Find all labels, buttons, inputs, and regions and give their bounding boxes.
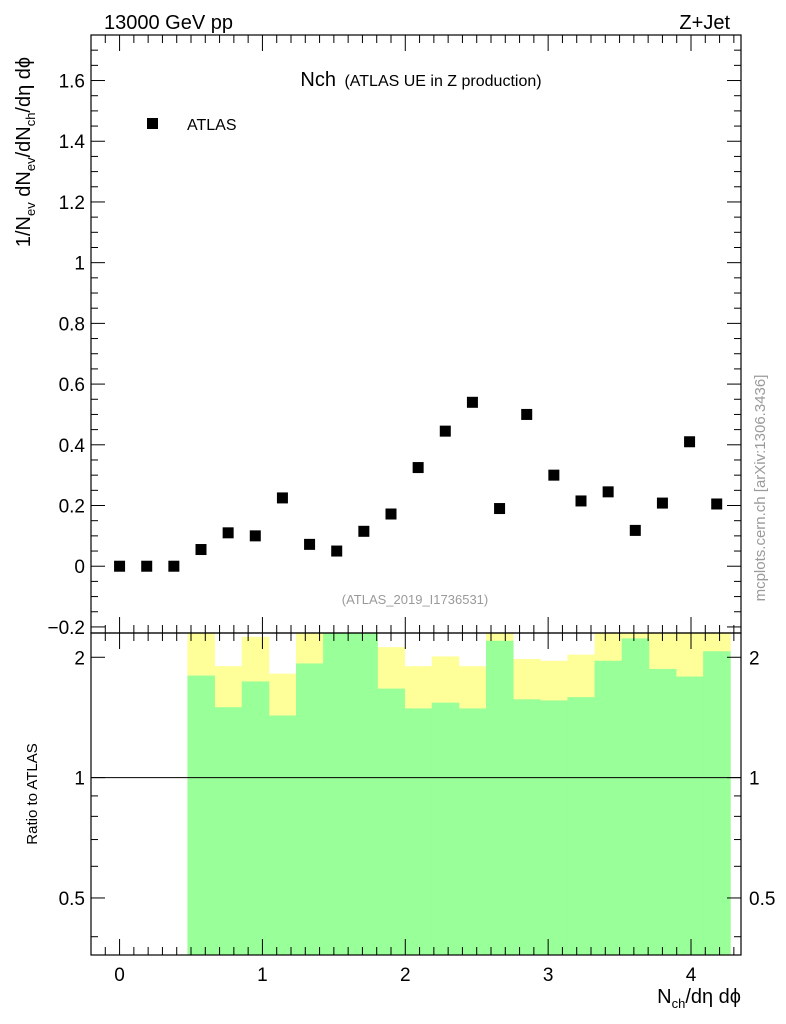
ratio-inner-band-bin bbox=[404, 708, 433, 955]
header-energy-label: 13000 GeV pp bbox=[104, 12, 233, 34]
ratio-inner-band-bin bbox=[567, 697, 595, 955]
plot-title-sub: (ATLAS UE in Z production) bbox=[344, 73, 541, 90]
analysis-id-label: (ATLAS_2019_I1736531) bbox=[342, 592, 488, 607]
ratio-inner-band-bin bbox=[350, 633, 378, 955]
ratio-inner-band-bin bbox=[377, 688, 405, 955]
atlas-data-point bbox=[304, 538, 316, 550]
main-y-tick-label: 0 bbox=[74, 557, 85, 578]
ratio-inner-band-bin bbox=[431, 702, 460, 955]
atlas-data-point bbox=[222, 527, 234, 539]
x-tick-label: 4 bbox=[686, 965, 697, 986]
plot-title-main: Nch bbox=[300, 69, 336, 91]
ratio-inner-band-bin bbox=[458, 708, 487, 955]
main-axis-ticks: −0.2 0 0.2 0.4 0.6 0.8 1 1.2 1.4 1.6 bbox=[47, 34, 741, 639]
atlas-data-point bbox=[195, 544, 207, 556]
main-y-tick-label: −0.2 bbox=[47, 618, 85, 639]
ratio-inner-band-bin bbox=[268, 715, 297, 955]
x-axis-label: Nch/dη dϕ bbox=[657, 986, 741, 1011]
atlas-data-point bbox=[439, 425, 451, 437]
plot-title: Nch (ATLAS UE in Z production) bbox=[300, 69, 541, 91]
ratio-inner-band-bin bbox=[486, 640, 514, 955]
atlas-data-point bbox=[521, 408, 533, 420]
ratio-inner-band-bin bbox=[621, 638, 650, 955]
main-y-tick-label: 1.6 bbox=[59, 72, 85, 93]
ratio-inner-band-bin bbox=[187, 675, 215, 955]
ratio-inner-band-bin bbox=[296, 663, 324, 955]
ratio-y-axis-label: Ratio to ATLAS bbox=[24, 743, 41, 844]
atlas-data-point bbox=[656, 497, 668, 509]
ratio-y-tick-label-left: 2 bbox=[74, 648, 85, 669]
ratio-y-tick-label-left: 1 bbox=[74, 769, 85, 790]
atlas-data-point bbox=[276, 492, 288, 504]
atlas-data-point bbox=[602, 486, 614, 498]
ratio-bands bbox=[187, 633, 731, 955]
ratio-y-tick-label-right: 0.5 bbox=[749, 889, 775, 910]
main-y-tick-label: 0.4 bbox=[59, 436, 86, 457]
ratio-inner-band-bin bbox=[648, 668, 677, 955]
ratio-inner-band-bin bbox=[540, 700, 568, 955]
ratio-inner-band-bin bbox=[703, 651, 731, 955]
atlas-data-point bbox=[711, 498, 723, 510]
atlas-data-point bbox=[548, 469, 560, 481]
atlas-data-point bbox=[385, 508, 397, 520]
main-y-tick-label: 0.6 bbox=[59, 375, 85, 396]
atlas-data-point bbox=[141, 560, 153, 572]
ratio-plot-frame bbox=[90, 632, 742, 956]
ratio-inner-band-bin bbox=[513, 699, 541, 955]
main-data-points bbox=[114, 396, 723, 572]
main-y-tick-label: 1 bbox=[74, 254, 85, 275]
ratio-inner-band-bin bbox=[241, 681, 270, 955]
ratio-y-tick-label-right: 1 bbox=[749, 769, 760, 790]
ratio-axis-ticks: 0.5 0.5 1 1 2 2 0 1 2 3 4 bbox=[59, 633, 775, 986]
x-tick-label: 3 bbox=[543, 965, 554, 986]
main-y-axis-label: 1/Nev dNev/dNch/dη dϕ bbox=[13, 57, 38, 247]
legend-marker-atlas bbox=[147, 118, 158, 129]
atlas-data-point bbox=[629, 524, 641, 536]
atlas-data-point bbox=[331, 545, 343, 557]
x-tick-label: 2 bbox=[400, 965, 411, 986]
ratio-y-tick-label-right: 2 bbox=[749, 648, 760, 669]
main-y-tick-label: 1.2 bbox=[59, 193, 85, 214]
atlas-data-point bbox=[684, 436, 696, 448]
main-y-tick-label: 0.2 bbox=[59, 497, 85, 518]
ratio-inner-band-bin bbox=[323, 633, 351, 955]
ratio-inner-band-bin bbox=[214, 707, 243, 955]
atlas-data-point bbox=[494, 503, 506, 515]
ratio-y-tick-label-left: 0.5 bbox=[59, 889, 85, 910]
main-y-tick-label: 1.4 bbox=[59, 132, 86, 153]
ratio-inner-band-bin bbox=[676, 676, 704, 955]
ratio-inner-band-bin bbox=[594, 660, 623, 955]
atlas-data-point bbox=[168, 560, 180, 572]
atlas-data-point bbox=[575, 495, 587, 507]
atlas-data-point bbox=[114, 560, 126, 572]
header-process-label: Z+Jet bbox=[679, 12, 730, 34]
main-y-tick-label: 0.8 bbox=[59, 314, 85, 335]
x-tick-label: 1 bbox=[257, 965, 268, 986]
atlas-data-point bbox=[466, 396, 478, 408]
legend-label-atlas: ATLAS bbox=[187, 117, 237, 134]
x-tick-label: 0 bbox=[114, 965, 125, 986]
atlas-data-point bbox=[358, 525, 370, 537]
atlas-data-point bbox=[412, 462, 424, 474]
atlas-data-point bbox=[249, 530, 261, 542]
watermark-label: mcplots.cern.ch [arXiv:1306.3436] bbox=[752, 375, 769, 602]
